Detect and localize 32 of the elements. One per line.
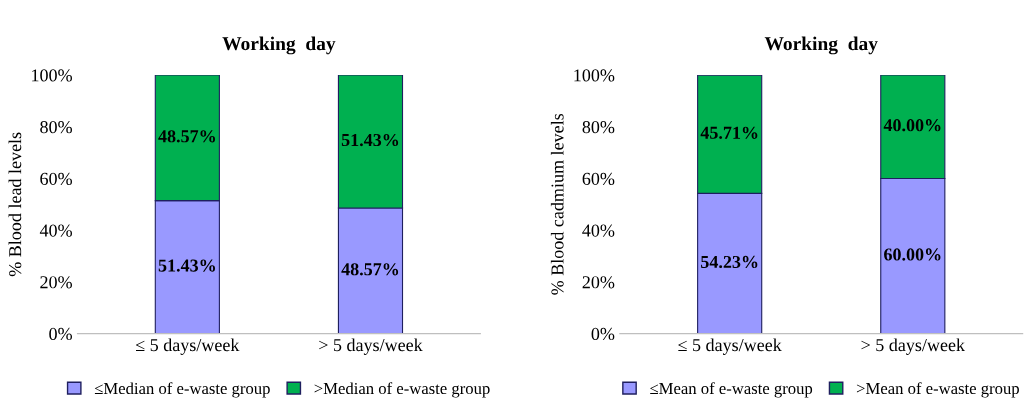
legend-label: ≤Mean of e-waste group [650,382,813,398]
data-label: 48.57% [341,263,399,276]
x-tick-label: > 5 days/week [861,338,966,355]
y-tick-label: 0% [49,327,72,341]
y-tick-label: 40% [582,224,615,237]
data-label: 60.00% [884,248,941,261]
y-tick-label: 60% [40,172,72,185]
legend-label: >Mean of e-waste group [856,382,1019,398]
chart-title: Working day [222,36,336,55]
y-tick-label: 40% [39,224,72,237]
legend-label: ≤Median of e-waste group [94,382,270,398]
y-tick-label: 20% [40,276,72,289]
y-tick-label: 60% [582,172,615,185]
y-tick-label: 100% [574,69,615,82]
data-label: 51.43% [158,259,215,272]
y-tick-label: 0% [591,327,615,341]
data-label: 48.57% [158,130,215,143]
y-tick-label: 80% [40,121,72,134]
y-tick-label: 20% [582,276,615,289]
legend-label: >Median of e-waste group [314,382,490,398]
chart-title: Working day [764,36,878,55]
data-label: 54.23% [701,255,758,269]
x-tick-label: > 5 days/week [319,338,423,355]
x-tick-label: ≤ 5 days/week [136,338,240,355]
y-tick-label: 100% [32,69,72,82]
data-label: 51.43% [341,133,399,147]
data-label: 45.71% [700,126,758,139]
y-axis-title: % Blood cadmium levels [550,113,564,295]
x-tick-label: ≤ 5 days/week [678,338,782,355]
y-axis-title: % Blood lead levels [8,132,22,277]
data-label: 40.00% [883,119,941,132]
y-tick-label: 80% [582,121,615,134]
